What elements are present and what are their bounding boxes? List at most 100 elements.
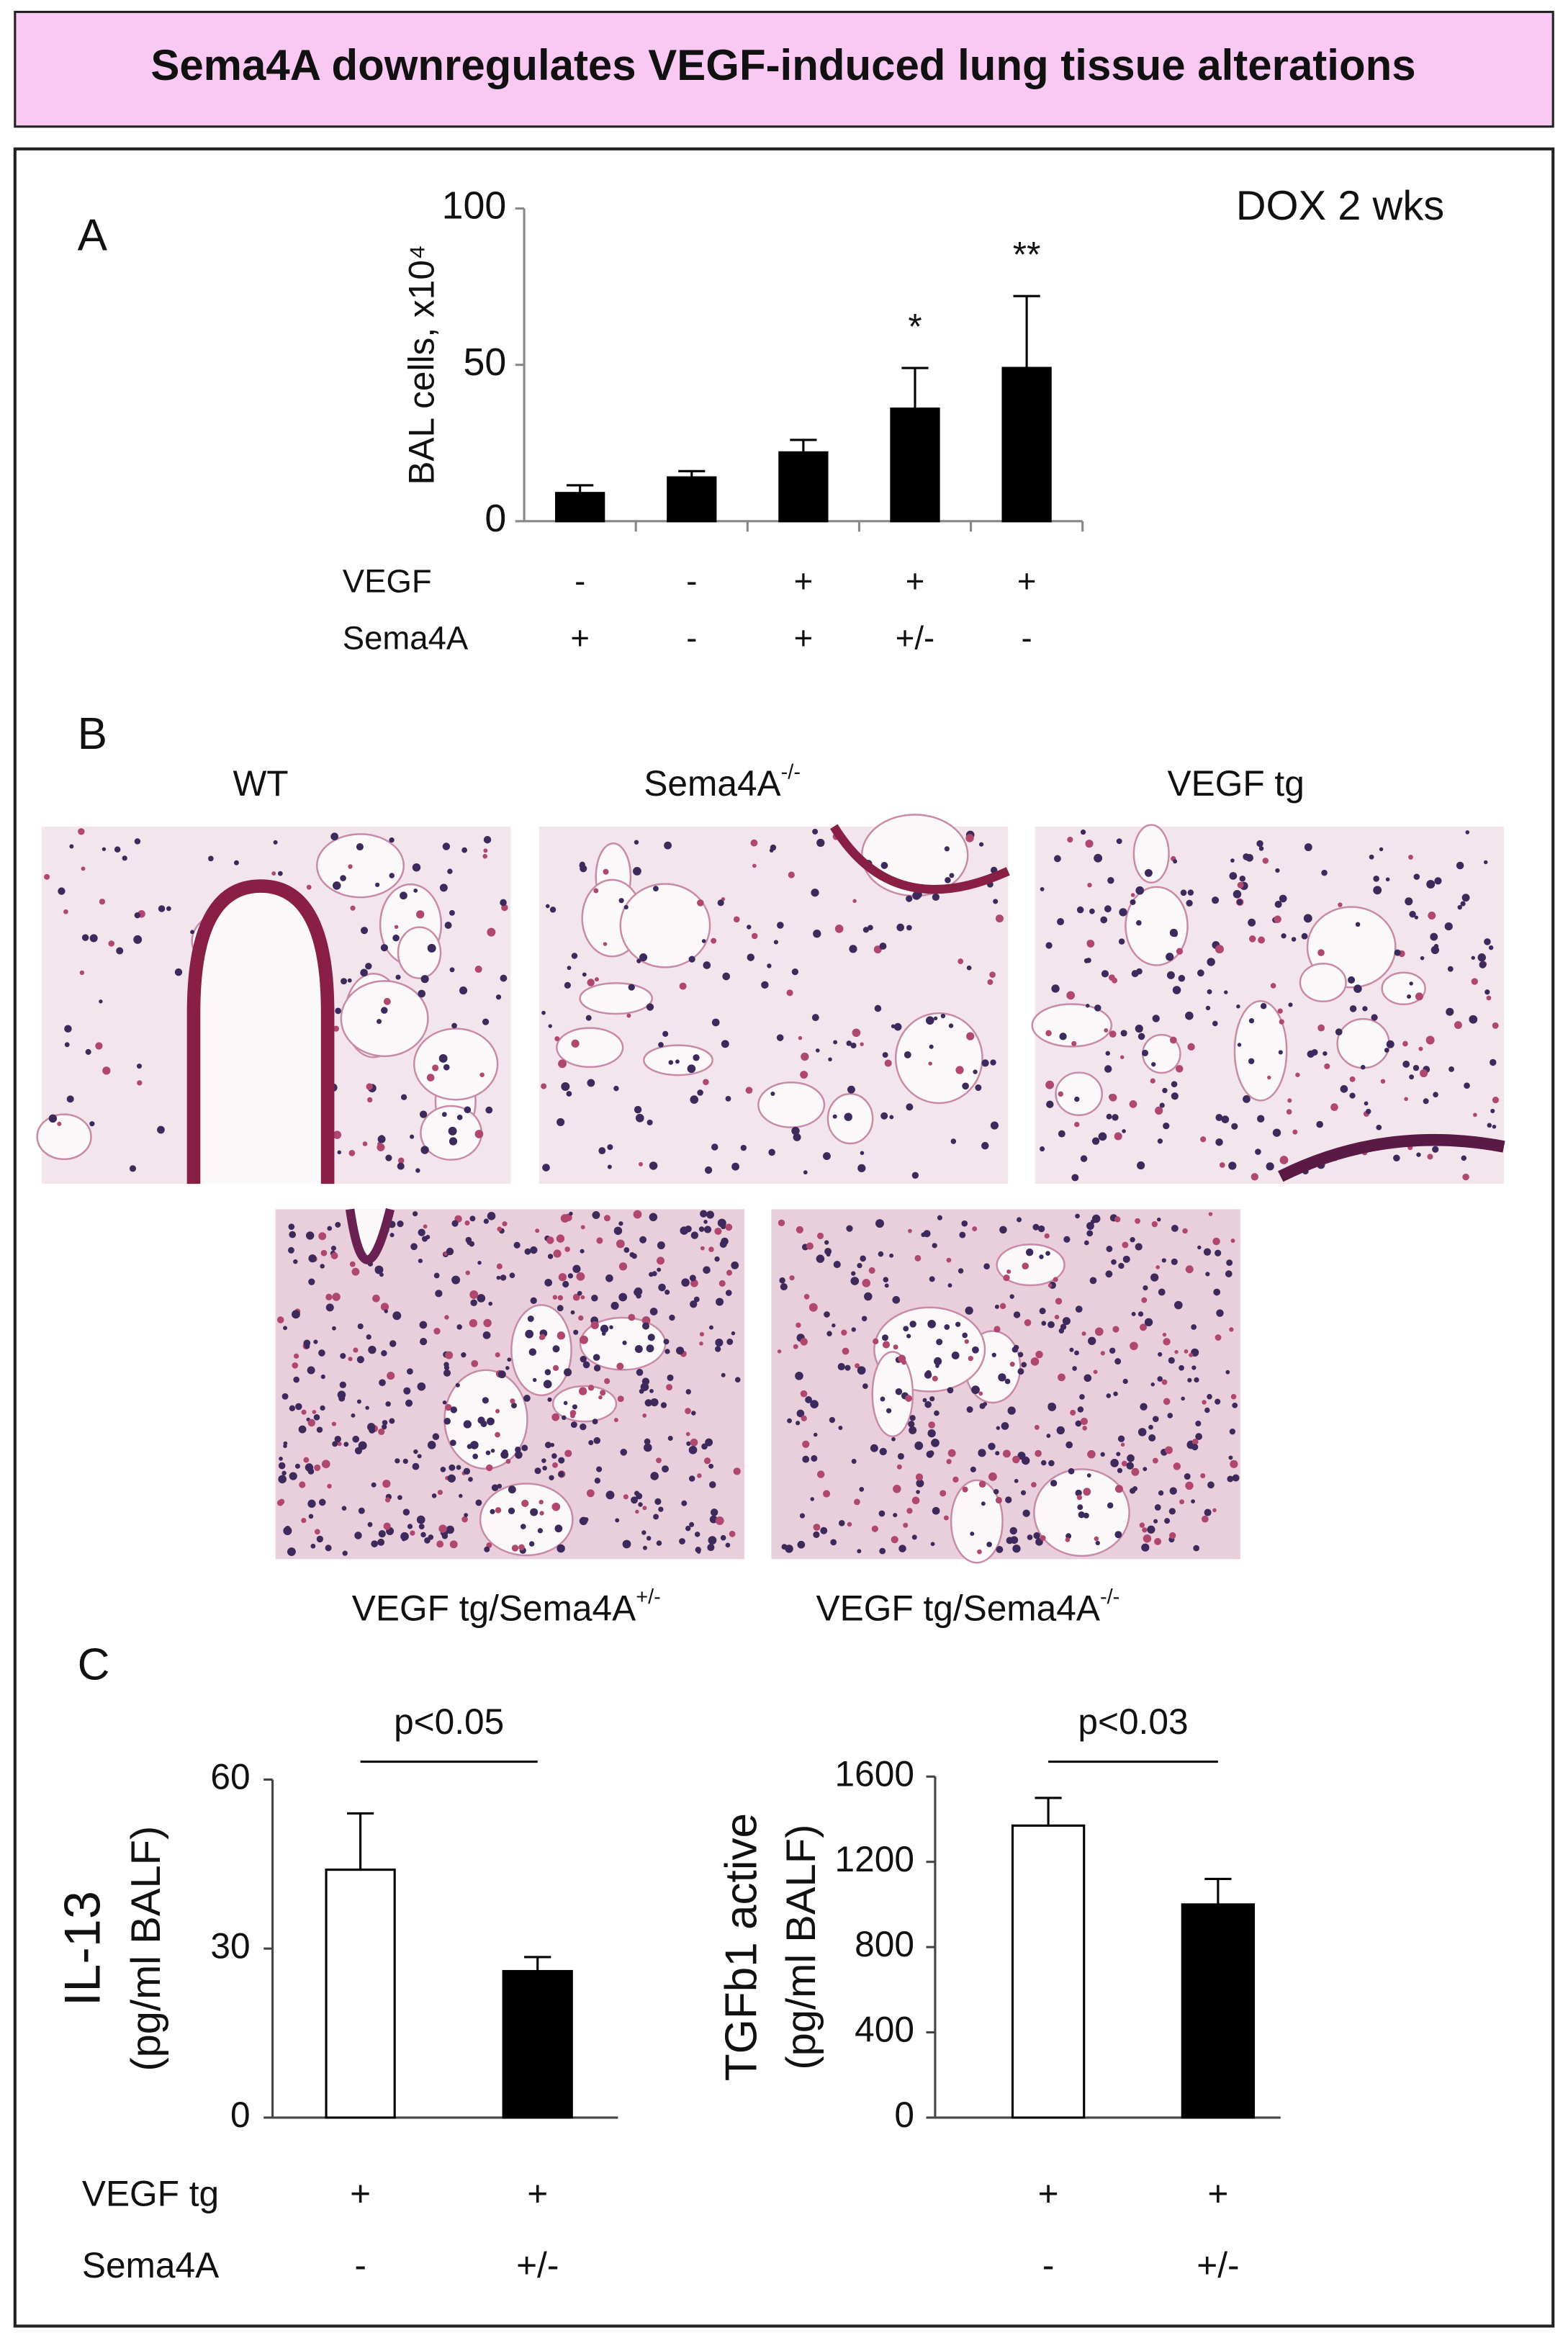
nucleus [1380,1079,1386,1084]
caption-superscript: -/- [781,760,801,783]
nucleus [1141,1297,1148,1303]
nucleus [693,1054,700,1061]
nucleus [811,1014,819,1022]
nucleus [583,1517,589,1522]
nucleus [799,1513,806,1519]
nucleus [852,899,857,903]
nucleus [929,1396,935,1402]
nucleus [384,1309,388,1313]
nucleus [642,1506,647,1511]
nucleus [1063,1236,1071,1243]
nucleus [381,1007,388,1014]
p-value: p<0.05 [394,1701,504,1742]
nucleus [357,1323,364,1330]
nucleus [983,1402,988,1406]
nucleus [689,1521,695,1527]
nucleus [1080,829,1086,835]
nucleus [904,1051,911,1058]
nucleus [1420,1069,1428,1078]
nucleus [1062,1317,1071,1326]
nucleus [600,1390,606,1396]
nucleus [1169,1036,1177,1044]
nucleus [382,1420,388,1426]
nucleus [1112,1326,1119,1333]
nucleus [358,1441,367,1450]
nucleus [1484,989,1490,995]
bar [502,1969,573,2119]
nucleus [628,1313,636,1321]
nucleus [449,1137,458,1146]
nucleus [880,1112,888,1120]
nucleus [407,1524,413,1529]
nucleus [705,1438,713,1447]
nucleus [862,927,870,933]
nucleus [779,1277,785,1284]
nucleus [1407,994,1412,999]
nucleus [419,1110,428,1118]
nucleus [586,1489,595,1498]
nucleus [289,1472,297,1480]
nucleus [658,1506,664,1512]
nucleus [906,925,912,931]
nucleus [1106,1393,1112,1398]
nucleus [864,1292,873,1301]
nucleus [1229,1327,1234,1332]
nucleus [592,1354,600,1361]
nucleus [607,1164,612,1169]
nucleus [882,1341,891,1349]
nucleus [356,1399,361,1404]
nucleus [313,1339,318,1344]
nucleus [1151,1061,1156,1067]
caption-superscript: +/- [636,1586,661,1609]
nucleus [1204,1407,1210,1413]
nucleus [1021,1362,1027,1368]
nucleus [875,1219,884,1228]
nucleus [308,1514,314,1519]
nucleus [811,889,819,897]
nucleus [657,1241,665,1249]
nucleus [860,1255,866,1262]
nucleus [1045,1030,1052,1037]
nucleus [857,1164,866,1173]
nucleus [472,1453,479,1460]
nucleus [389,1233,395,1238]
nucleus [850,1277,860,1285]
nucleus [1045,1251,1050,1256]
nucleus [571,1039,580,1048]
nucleus [321,1460,330,1469]
nucleus [966,965,972,971]
nucleus [1057,918,1065,926]
nucleus [993,1488,999,1495]
nucleus [823,1490,831,1498]
nucleus [443,1064,450,1071]
nucleus [362,1141,368,1146]
nucleus [685,1525,691,1532]
nucleus [679,982,687,990]
nucleus [994,1304,999,1309]
nucleus [1461,894,1470,902]
nucleus [1171,1224,1179,1232]
nucleus [1174,1349,1179,1354]
nucleus [505,1459,511,1464]
nucleus [1171,1258,1178,1265]
nucleus [1286,1109,1292,1115]
nucleus [1040,1460,1047,1466]
nucleus [470,1299,477,1307]
nucleus [972,1226,978,1232]
nucleus [711,938,717,944]
nucleus [776,922,784,929]
nucleus [1158,1288,1166,1296]
nucleus [660,1402,667,1408]
nucleus [1173,859,1178,864]
nucleus [557,1118,565,1126]
nucleus [400,891,407,900]
nucleus [530,1508,539,1516]
nucleus [539,1334,546,1340]
nucleus [572,1404,577,1410]
nucleus [1017,1217,1022,1223]
nucleus [634,840,639,845]
nucleus [882,1334,888,1341]
nucleus [1163,1338,1171,1346]
nucleus [485,1450,491,1455]
nucleus [1094,1536,1099,1542]
